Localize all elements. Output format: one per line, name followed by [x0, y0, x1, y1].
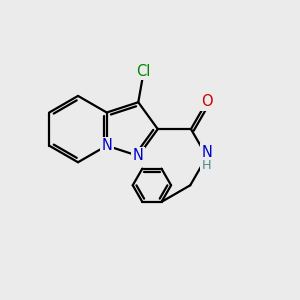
Text: N: N	[101, 138, 112, 153]
Text: O: O	[201, 94, 213, 109]
Text: N: N	[101, 138, 112, 153]
Text: N: N	[201, 145, 212, 160]
Text: Cl: Cl	[136, 64, 151, 79]
Text: H: H	[202, 159, 211, 172]
Text: N: N	[133, 148, 144, 164]
